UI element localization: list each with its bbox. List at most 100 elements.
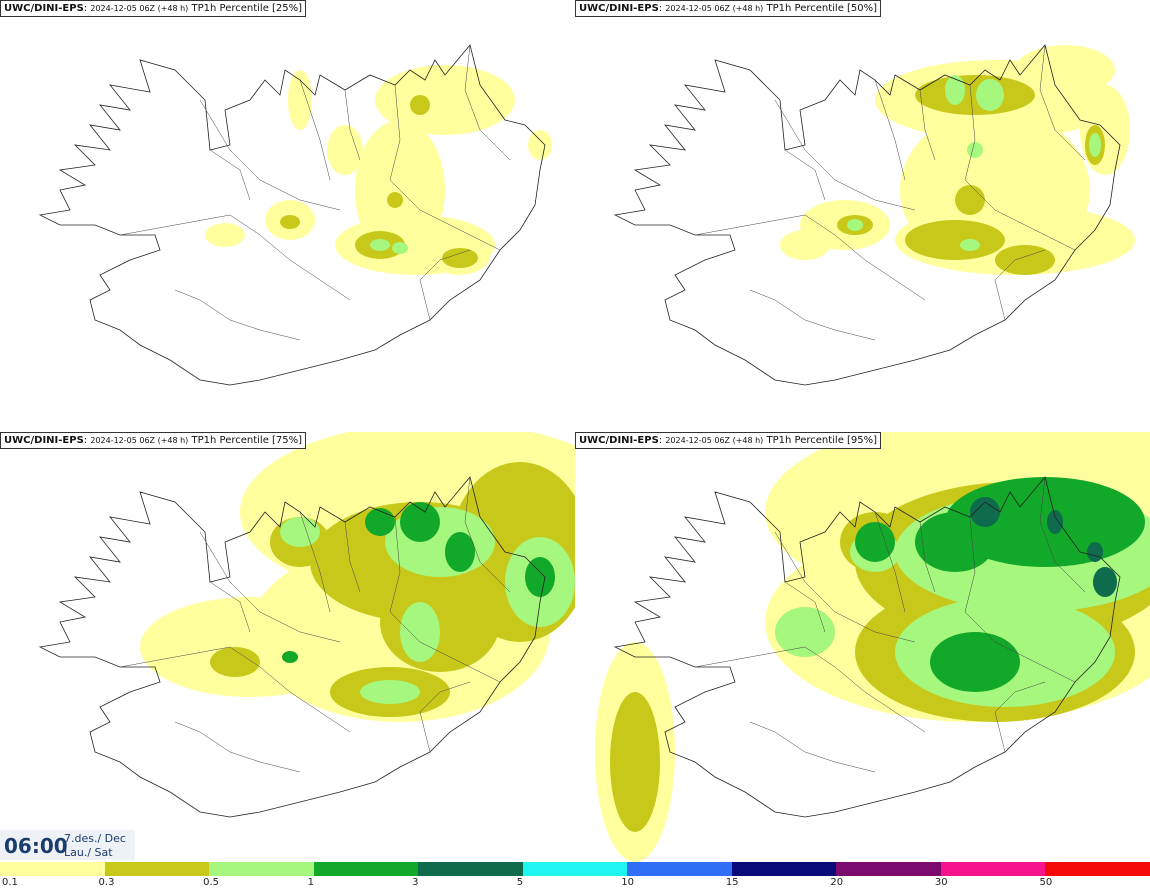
precip-area — [387, 192, 403, 208]
coastline-path — [613, 476, 1121, 818]
region-border-path — [209, 581, 251, 633]
precip-field — [205, 65, 552, 275]
legend-tick-label: 50 — [1039, 877, 1053, 888]
precip-area — [380, 572, 500, 672]
valid-day: Lau./ Sat — [64, 846, 113, 859]
region-border-path — [749, 721, 876, 773]
region-border-path — [774, 531, 916, 643]
precip-area — [955, 185, 985, 215]
precip-area — [945, 75, 965, 105]
map-panel-p75: UWC/DINI-EPS: 2024-12-05 06Z (+48 h) TP1… — [0, 432, 575, 864]
panel-title: UWC/DINI-EPS: 2024-12-05 06Z (+48 h) TP1… — [575, 0, 882, 17]
legend-swatch — [731, 862, 837, 876]
region-border-path — [119, 646, 351, 733]
region-border-path — [919, 521, 936, 593]
iceland-coastline — [613, 476, 1121, 818]
legend-swatch — [627, 862, 732, 876]
region-border-path — [199, 99, 341, 211]
precip-area — [140, 597, 360, 697]
legend-tick-label: 0.5 — [203, 877, 219, 888]
region-border-path — [199, 531, 341, 643]
precip-area — [288, 70, 312, 130]
panel-title: UWC/DINI-EPS: 2024-12-05 06Z (+48 h) TP1… — [0, 0, 307, 17]
precip-area — [360, 680, 420, 704]
precip-area — [610, 692, 660, 832]
precip-area — [445, 532, 475, 572]
legend-tick-label: 0.1 — [2, 877, 18, 888]
map-panel-p95: UWC/DINI-EPS: 2024-12-05 06Z (+48 h) TP1… — [575, 432, 1150, 864]
map-svg — [613, 44, 1135, 386]
precip-area — [280, 517, 320, 547]
precip-area — [775, 607, 835, 657]
map-svg — [38, 44, 552, 386]
region-border-path — [784, 149, 826, 201]
precip-area — [282, 651, 298, 663]
precip-area — [780, 230, 830, 260]
precip-area — [967, 142, 983, 158]
precip-area — [1089, 133, 1101, 157]
legend-swatch — [209, 862, 314, 876]
coastline-path — [38, 44, 546, 386]
precip-area — [327, 125, 363, 175]
legend-tick-label: 5 — [516, 877, 524, 888]
legend-swatch — [104, 862, 210, 876]
region-border-path — [994, 681, 1046, 753]
valid-date: 7.des./ Dec — [64, 832, 126, 845]
region-border-path — [344, 89, 361, 161]
region-border-path — [174, 289, 301, 341]
region-border-path — [299, 511, 331, 613]
precip-area — [528, 130, 552, 160]
region-border-path — [209, 149, 251, 201]
legend-swatch — [1045, 862, 1150, 876]
precip-field — [780, 45, 1135, 275]
legend-tick-label: 3 — [412, 877, 419, 888]
coastline-path — [38, 476, 546, 818]
precip-area — [915, 512, 995, 572]
region-border-path — [694, 214, 926, 301]
legend-tick-label: 20 — [830, 877, 844, 888]
precip-area — [410, 95, 430, 115]
precip-area — [905, 220, 1005, 260]
iceland-coastline — [38, 476, 546, 818]
region-border-path — [994, 249, 1046, 321]
region-border-path — [919, 89, 936, 161]
precip-area — [365, 508, 395, 536]
precip-area — [442, 248, 478, 268]
region-border-path — [464, 44, 511, 161]
precip-area — [1015, 45, 1115, 95]
legend-swatch — [940, 862, 1046, 876]
precip-area — [960, 239, 980, 251]
region-border-path — [874, 79, 906, 181]
precip-area — [205, 223, 245, 247]
region-border-path — [749, 289, 876, 341]
region-border-path — [389, 84, 501, 251]
precip-area — [970, 497, 1000, 527]
region-border-path — [774, 99, 916, 211]
legend-tick-label: 10 — [621, 877, 634, 888]
precip-area — [280, 215, 300, 229]
region-border-path — [344, 521, 361, 593]
legend-tick-label: 30 — [934, 877, 948, 888]
map-panel-p50: UWC/DINI-EPS: 2024-12-05 06Z (+48 h) TP1… — [575, 0, 1150, 432]
legend-swatch — [522, 862, 628, 876]
precip-area — [392, 242, 408, 254]
region-border-path — [694, 646, 926, 733]
precip-area — [930, 632, 1020, 692]
region-border-path — [784, 581, 826, 633]
precip-area — [400, 602, 440, 662]
precip-field — [140, 432, 575, 722]
precip-area — [976, 79, 1004, 111]
legend-swatch — [418, 862, 523, 876]
region-border-path — [299, 79, 331, 181]
region-border-path — [964, 84, 1076, 251]
region-border-path — [464, 476, 511, 593]
panel-title: UWC/DINI-EPS: 2024-12-05 06Z (+48 h) TP1… — [575, 432, 882, 449]
valid-time: 06:00 — [4, 834, 68, 858]
map-svg — [595, 432, 1150, 862]
legend-swatch — [0, 862, 105, 876]
coastline-path — [613, 44, 1121, 386]
legend-swatch — [313, 862, 419, 876]
region-border-path — [1039, 44, 1086, 161]
region-border-path — [419, 249, 471, 321]
precip-area — [400, 502, 440, 542]
